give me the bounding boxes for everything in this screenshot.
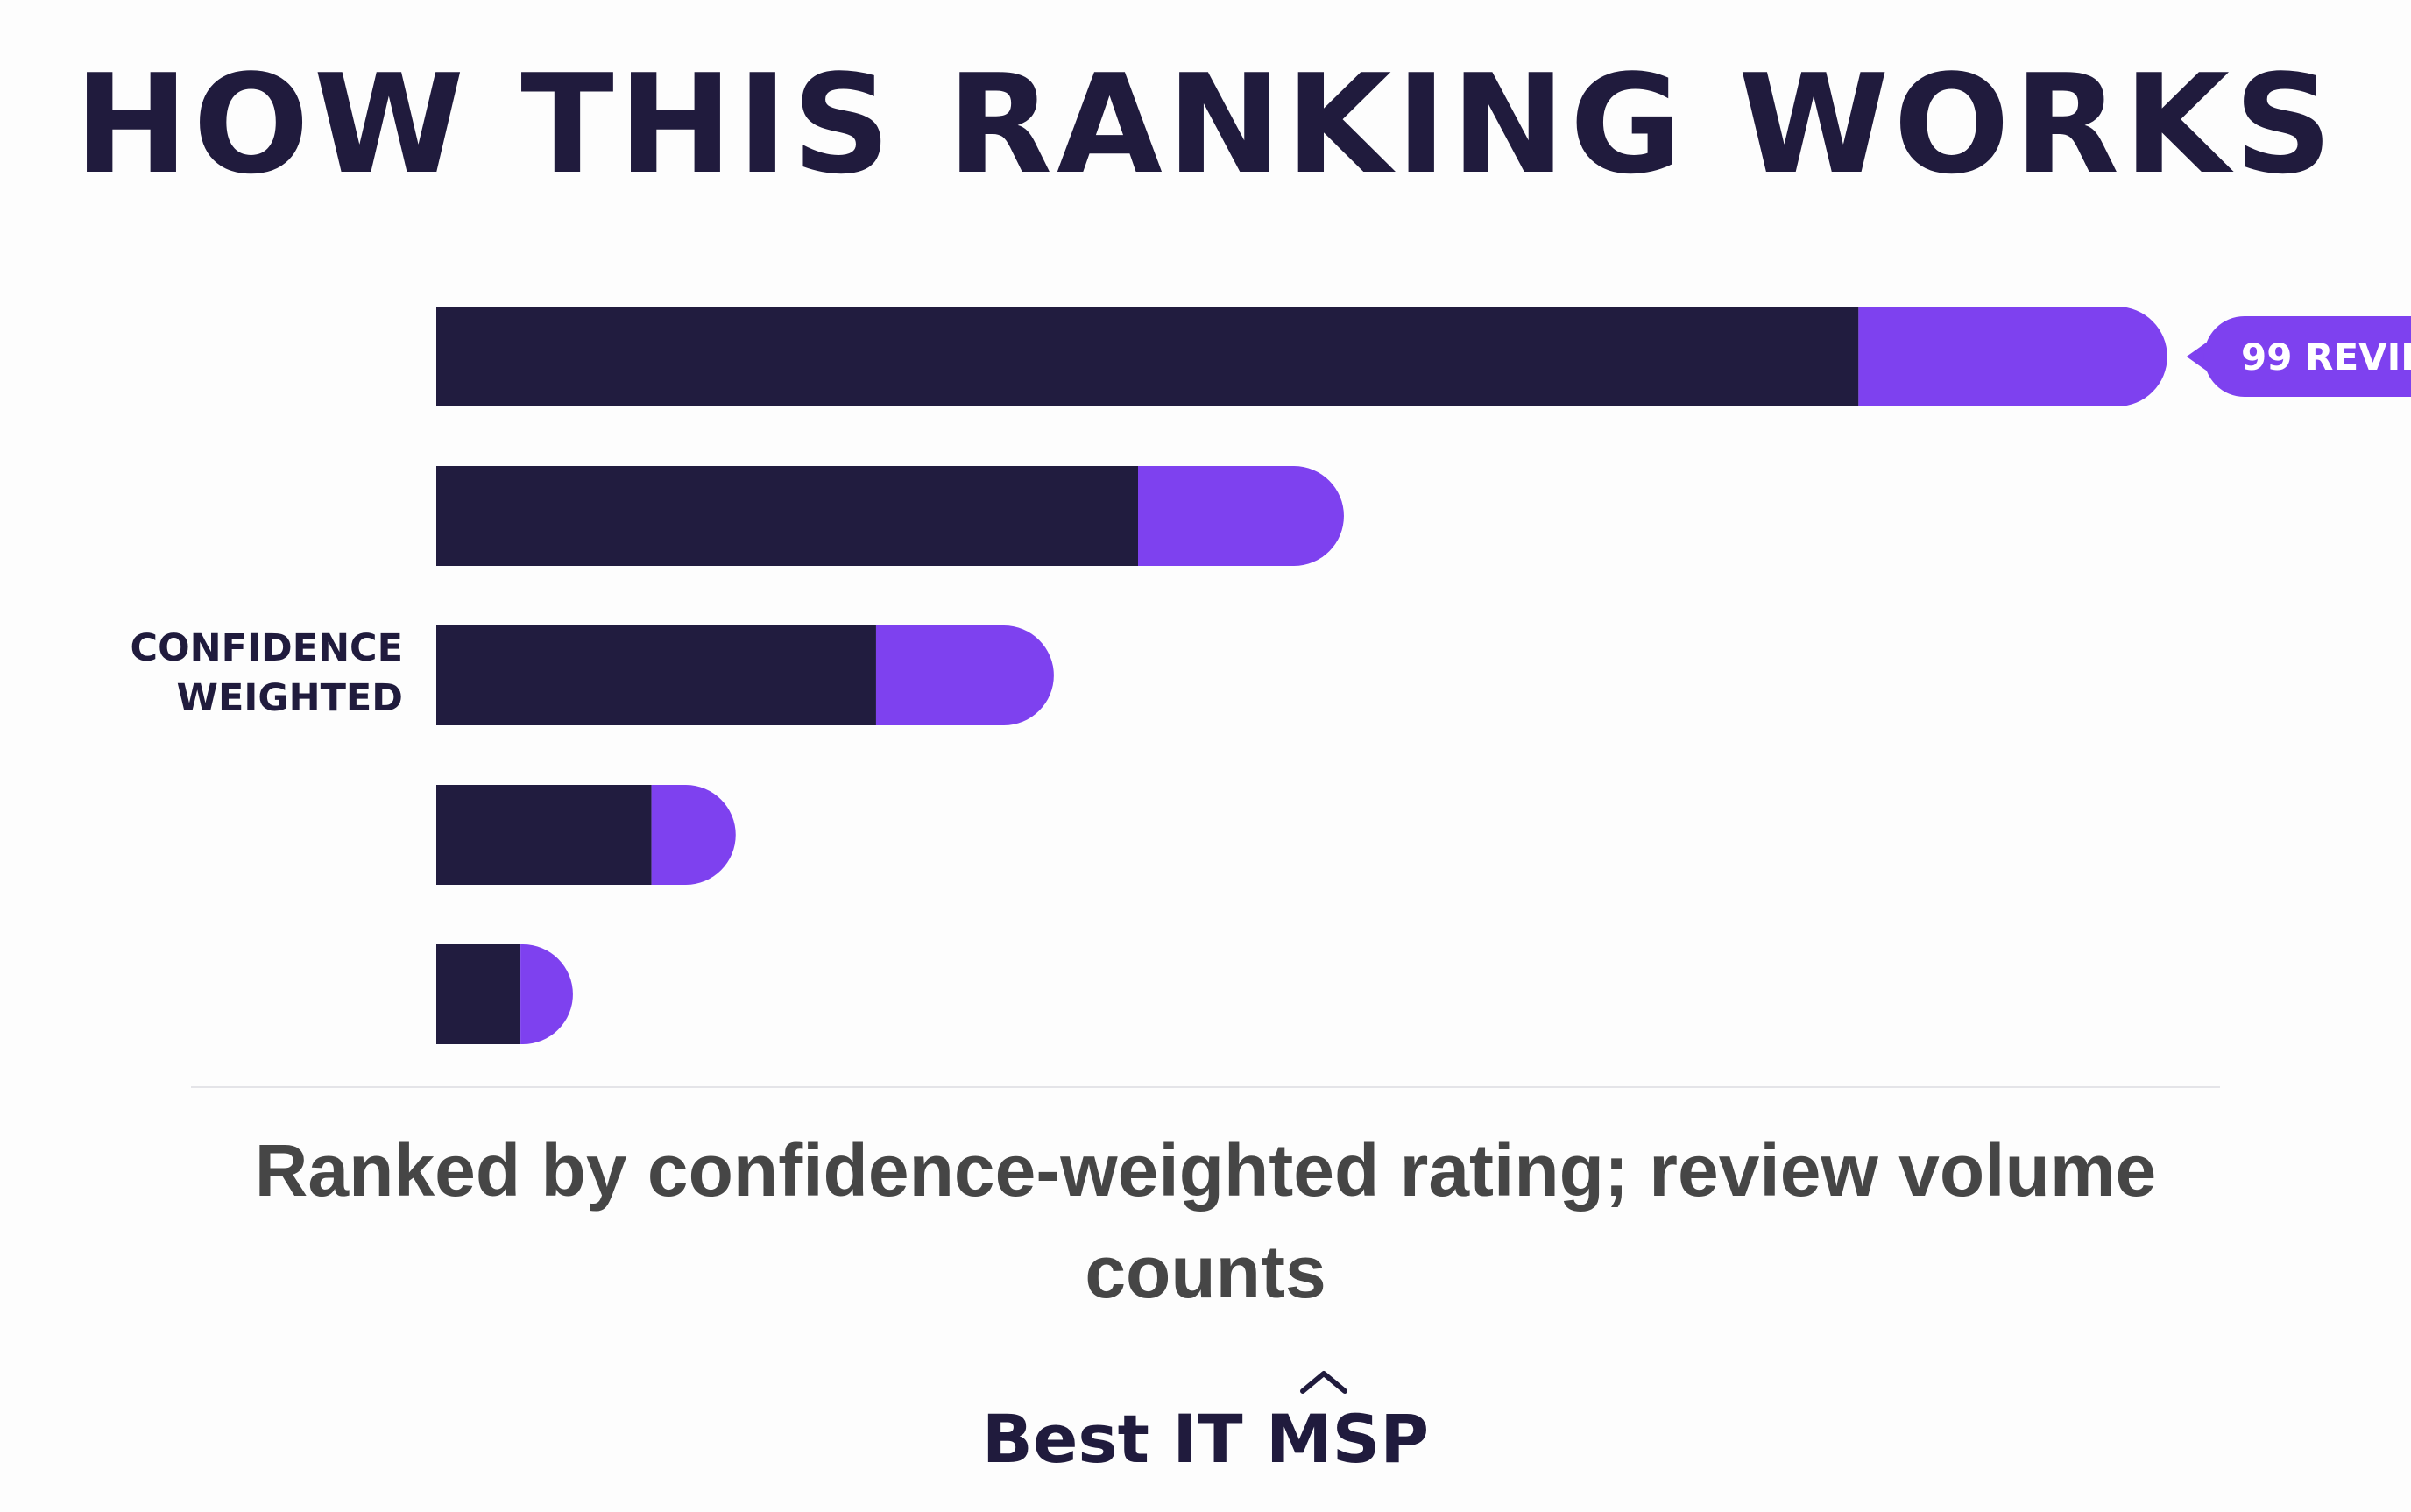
bar-segment-base-1 (436, 307, 1859, 406)
ranking-bar-chart: 99 REVIEWS (436, 307, 2411, 1044)
brand-logo: Best IT MSP (0, 1371, 2411, 1487)
callout-pill (2203, 316, 2411, 397)
bar-segment-base-5 (436, 944, 521, 1044)
bar-segment-review-volume-2 (1138, 466, 1344, 566)
bar-segment-base-3 (436, 625, 876, 725)
bar-segment-review-volume-4 (651, 785, 736, 885)
chart-caption: Ranked by confidence-weighted rating; re… (254, 1129, 2157, 1313)
confidence-weighted-axis-label: CONFIDENCE WEIGHTED (88, 624, 403, 724)
axis-label-line-2: WEIGHTED (176, 676, 403, 720)
axis-label-line-1: CONFIDENCE (130, 626, 403, 670)
chart-title: HOW THIS RANKING WORKS (74, 45, 2337, 204)
divider (191, 1086, 2220, 1088)
bar-segment-base-2 (436, 466, 1138, 566)
callout-pointer (2186, 342, 2208, 371)
bar-segment-review-volume-3 (875, 625, 1054, 725)
bar-segment-base-4 (436, 785, 652, 885)
bar-segment-review-volume-1 (1858, 307, 2167, 407)
brand-name: Best IT MSP (981, 1400, 1430, 1478)
reviews-callout: 99 REVIEWS (2186, 316, 2411, 397)
bar-segment-review-volume-5 (520, 944, 573, 1044)
chevron-up-icon (1300, 1371, 1348, 1394)
callout-text: 99 REVIEWS (2241, 336, 2411, 378)
